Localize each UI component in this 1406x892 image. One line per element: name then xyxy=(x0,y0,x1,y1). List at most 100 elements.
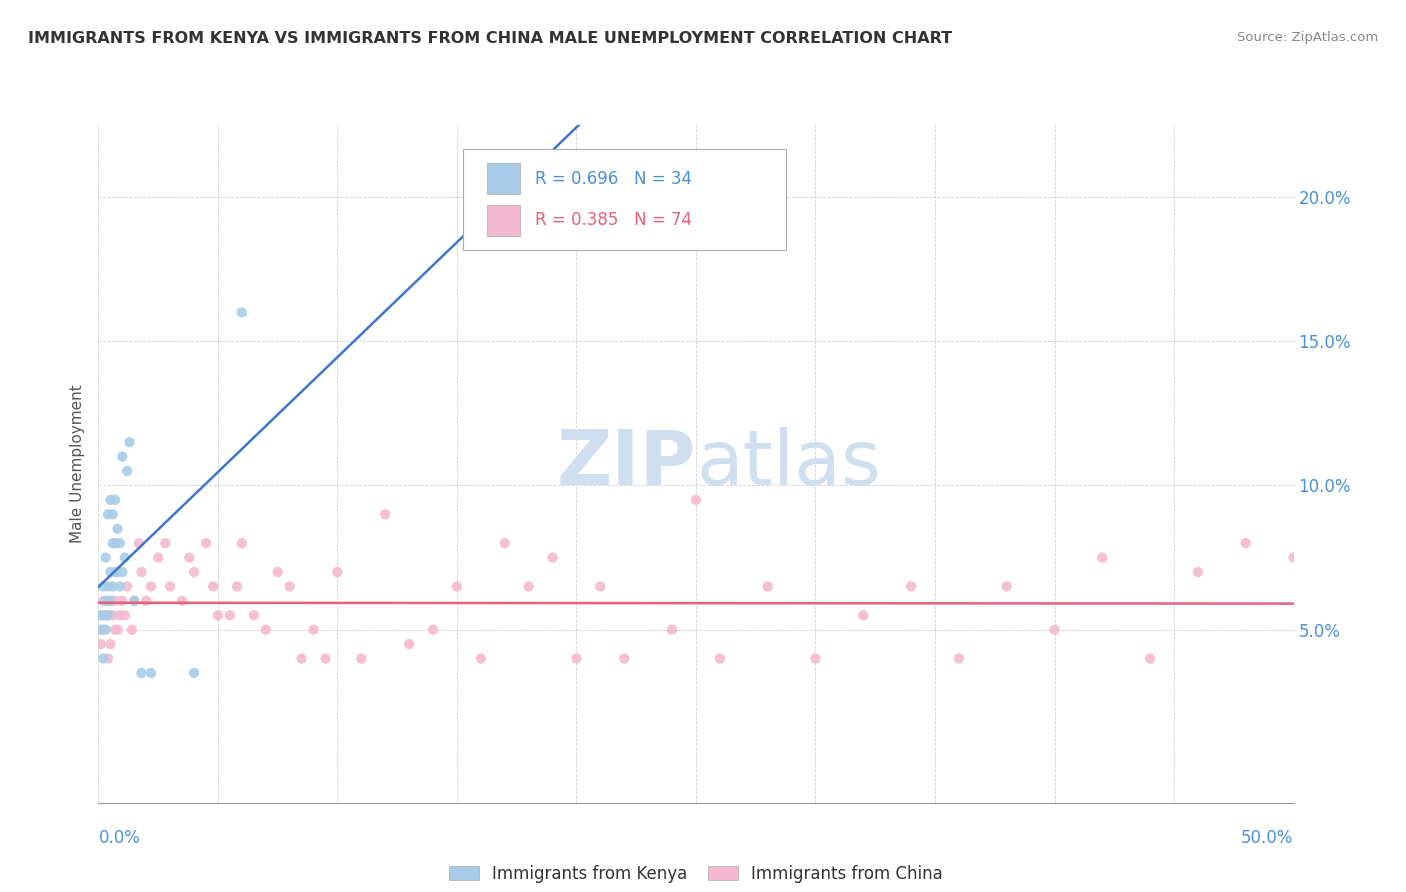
Text: IMMIGRANTS FROM KENYA VS IMMIGRANTS FROM CHINA MALE UNEMPLOYMENT CORRELATION CHA: IMMIGRANTS FROM KENYA VS IMMIGRANTS FROM… xyxy=(28,31,952,46)
Point xyxy=(90,608,112,623)
Point xyxy=(1139,651,1161,665)
Point xyxy=(94,623,117,637)
Point xyxy=(290,651,312,665)
Point xyxy=(115,464,138,478)
FancyBboxPatch shape xyxy=(486,205,520,235)
Point xyxy=(97,651,120,665)
Point xyxy=(98,492,122,507)
Point xyxy=(1187,565,1209,579)
Point xyxy=(131,665,153,680)
Point xyxy=(104,492,127,507)
Point xyxy=(114,608,136,623)
Point xyxy=(91,594,114,608)
Point xyxy=(709,651,731,665)
Point xyxy=(589,579,612,593)
Point xyxy=(101,579,124,593)
Point xyxy=(1378,651,1400,665)
Text: R = 0.385   N = 74: R = 0.385 N = 74 xyxy=(534,211,692,229)
Point xyxy=(995,579,1018,593)
Point xyxy=(115,579,138,593)
Point xyxy=(124,594,146,608)
Point xyxy=(98,637,122,651)
Point xyxy=(494,536,516,550)
Point xyxy=(121,623,143,637)
Point xyxy=(1282,550,1305,565)
Point xyxy=(1306,651,1329,665)
Point xyxy=(114,550,136,565)
Point xyxy=(101,536,124,550)
Point xyxy=(1091,550,1114,565)
Point xyxy=(226,579,249,593)
Point xyxy=(900,579,922,593)
Point xyxy=(517,579,540,593)
Point xyxy=(101,608,124,623)
Point xyxy=(756,579,779,593)
Point xyxy=(94,608,117,623)
Point xyxy=(98,565,122,579)
FancyBboxPatch shape xyxy=(486,163,520,194)
Point xyxy=(302,623,325,637)
Text: 50.0%: 50.0% xyxy=(1241,830,1294,847)
Point xyxy=(1354,579,1376,593)
Point xyxy=(90,623,112,637)
Point xyxy=(254,623,277,637)
Point xyxy=(94,550,117,565)
Point xyxy=(90,637,112,651)
Text: R = 0.696   N = 34: R = 0.696 N = 34 xyxy=(534,169,692,187)
Point xyxy=(155,536,177,550)
FancyBboxPatch shape xyxy=(463,149,786,251)
Point xyxy=(104,623,127,637)
Point xyxy=(661,623,683,637)
Point xyxy=(118,435,141,450)
Point xyxy=(97,579,120,593)
Point xyxy=(219,608,242,623)
Y-axis label: Male Unemployment: Male Unemployment xyxy=(69,384,84,543)
Point xyxy=(207,608,229,623)
Point xyxy=(104,594,127,608)
Point xyxy=(139,579,162,593)
Point xyxy=(148,550,170,565)
Point xyxy=(128,536,150,550)
Point xyxy=(315,651,337,665)
Point xyxy=(91,579,114,593)
Point xyxy=(202,579,225,593)
Point xyxy=(97,608,120,623)
Point xyxy=(97,608,120,623)
Point xyxy=(350,651,373,665)
Point xyxy=(613,651,636,665)
Point xyxy=(104,565,127,579)
Point xyxy=(107,623,129,637)
Point xyxy=(1402,536,1406,550)
Point xyxy=(183,665,205,680)
Point xyxy=(101,508,124,522)
Point xyxy=(111,594,134,608)
Point xyxy=(541,550,564,565)
Point xyxy=(159,579,181,593)
Point xyxy=(1234,536,1257,550)
Point xyxy=(97,508,120,522)
Text: atlas: atlas xyxy=(696,427,880,500)
Point xyxy=(374,508,396,522)
Point xyxy=(179,550,201,565)
Point xyxy=(135,594,157,608)
Point xyxy=(91,608,114,623)
Point xyxy=(107,522,129,536)
Point xyxy=(243,608,266,623)
Point xyxy=(104,536,127,550)
Point xyxy=(326,565,349,579)
Point xyxy=(91,623,114,637)
Point xyxy=(852,608,875,623)
Point xyxy=(685,492,707,507)
Point xyxy=(172,594,194,608)
Point xyxy=(107,565,129,579)
Point xyxy=(278,579,301,593)
Point xyxy=(111,565,134,579)
Point xyxy=(139,665,162,680)
Point xyxy=(108,536,131,550)
Point xyxy=(194,536,217,550)
Point xyxy=(1330,623,1353,637)
Text: Source: ZipAtlas.com: Source: ZipAtlas.com xyxy=(1237,31,1378,45)
Point xyxy=(91,651,114,665)
Point xyxy=(108,579,131,593)
Point xyxy=(565,651,588,665)
